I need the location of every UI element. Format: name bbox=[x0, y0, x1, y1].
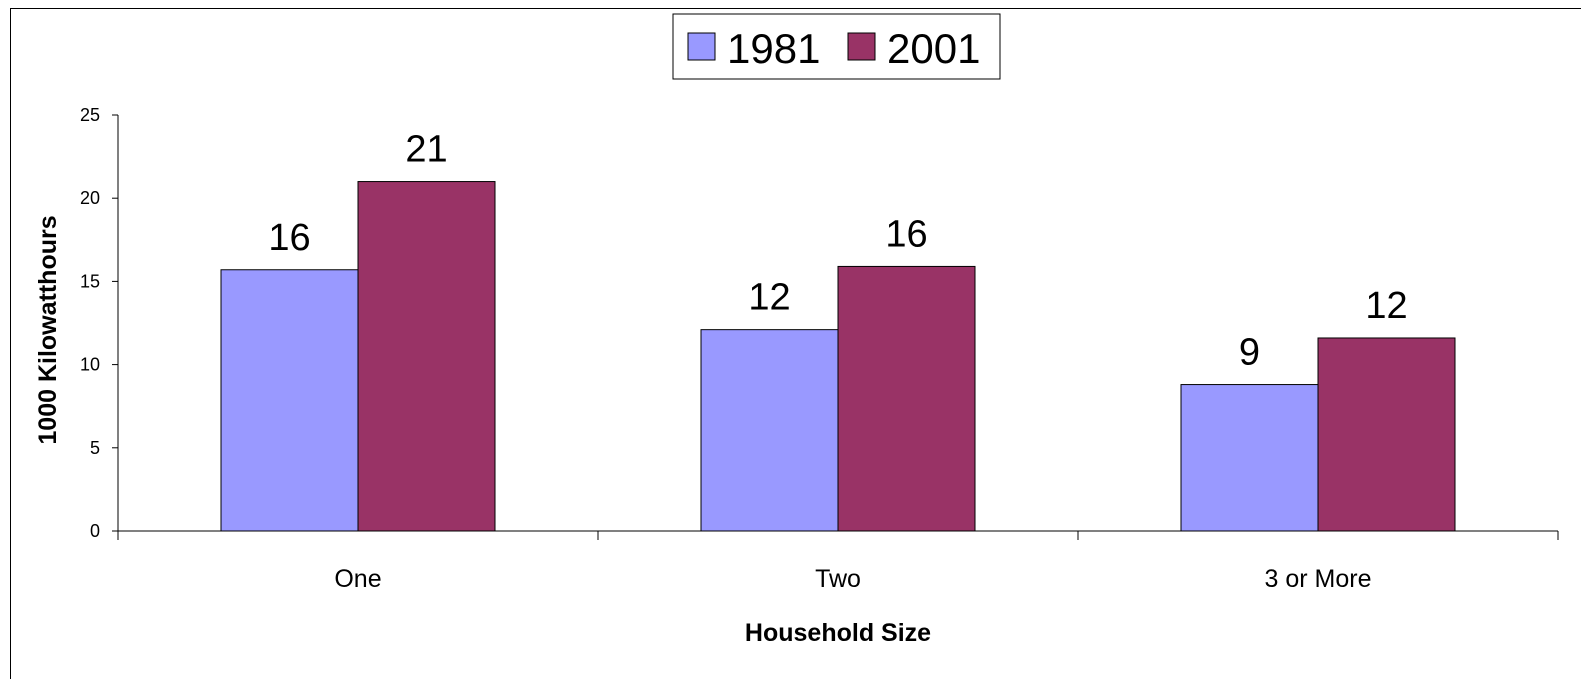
x-ticks bbox=[117, 531, 1559, 540]
category-label: Two bbox=[815, 565, 861, 593]
legend-label-2001: 2001 bbox=[887, 25, 980, 72]
category-label: 3 or More bbox=[1265, 565, 1372, 593]
category-label: One bbox=[334, 565, 381, 593]
category-labels: One Two 3 or More bbox=[334, 565, 1371, 593]
y-tick-label: 25 bbox=[80, 105, 100, 125]
legend: 1981 2001 bbox=[672, 13, 1001, 80]
data-label-2001: 16 bbox=[885, 213, 927, 255]
bars bbox=[220, 181, 1456, 532]
data-label-1981: 9 bbox=[1239, 332, 1260, 374]
bar-2001 bbox=[357, 181, 496, 532]
data-labels: 16 21 12 16 9 12 bbox=[268, 129, 1407, 374]
y-tick-label: 0 bbox=[90, 521, 100, 541]
y-ticks: 0 5 10 15 20 25 bbox=[80, 105, 118, 541]
y-tick-label: 10 bbox=[80, 355, 100, 375]
y-tick-label: 20 bbox=[80, 188, 100, 208]
legend-swatch-1981 bbox=[687, 32, 716, 61]
legend-box bbox=[672, 13, 1001, 80]
data-label-1981: 16 bbox=[268, 217, 310, 259]
data-label-2001: 12 bbox=[1365, 285, 1407, 327]
legend-swatch-2001 bbox=[847, 32, 876, 61]
legend-label-1981: 1981 bbox=[727, 25, 820, 72]
bar-2001 bbox=[837, 265, 976, 532]
data-label-2001: 21 bbox=[405, 129, 447, 171]
y-tick-label: 15 bbox=[80, 271, 100, 291]
y-axis-title: 1000 Kilowatthours bbox=[34, 215, 62, 444]
chart-frame bbox=[10, 8, 1581, 679]
bar-1981 bbox=[1180, 384, 1319, 532]
bar-1981 bbox=[220, 269, 359, 532]
bar-2001 bbox=[1317, 337, 1456, 532]
x-axis-title: Household Size bbox=[745, 619, 931, 647]
bar-1981 bbox=[700, 329, 839, 532]
y-tick-label: 5 bbox=[90, 438, 100, 458]
data-label-1981: 12 bbox=[748, 277, 790, 319]
